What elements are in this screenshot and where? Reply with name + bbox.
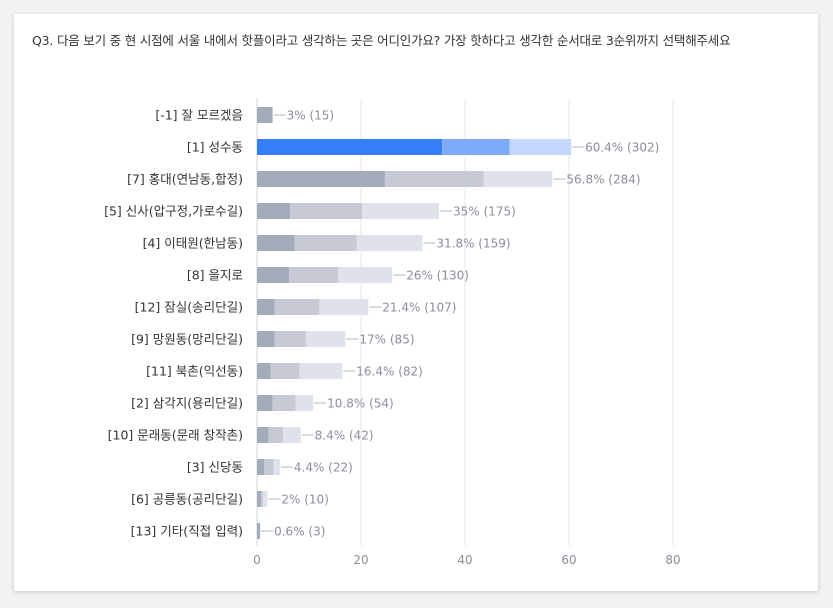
bar-segment-rank-2 [294, 235, 357, 251]
bar-segment-rank-2 [261, 491, 264, 507]
bar-segment-rank-3 [263, 491, 268, 507]
bar-segment-rank-3 [483, 171, 553, 187]
bar-segment-rank-2 [442, 139, 510, 155]
bar-segment-rank-1 [257, 267, 290, 283]
bar-segment-rank-1 [257, 363, 271, 379]
bar-segment-rank-2 [290, 203, 363, 219]
bar-segment-rank-1 [257, 235, 295, 251]
value-label: 3% (15) [287, 109, 334, 123]
bar-segment-rank-1 [257, 171, 385, 187]
bar-segment-rank-3 [299, 363, 343, 379]
bar-segment-rank-1 [257, 299, 275, 315]
category-label: [8] 을지로 [187, 268, 243, 283]
value-label: 26% (130) [406, 269, 469, 283]
category-label: [2] 삼각지(용리단길) [131, 396, 243, 411]
category-label: [5] 신사(압구정,가로수길) [104, 204, 243, 219]
value-label: 56.8% (284) [566, 173, 640, 187]
question-title: Q3. 다음 보기 중 현 시점에 서울 내에서 핫플이라고 생각하는 곳은 어… [32, 33, 731, 48]
category-label: [10] 문래동(문래 창작촌) [108, 428, 243, 443]
bar-segment-rank-3 [305, 331, 346, 347]
category-label: [11] 북촌(익선동) [146, 364, 243, 379]
chart-card: Q3. 다음 보기 중 현 시점에 서울 내에서 핫플이라고 생각하는 곳은 어… [14, 14, 818, 591]
bar-segment-rank-3 [356, 235, 423, 251]
category-label: [1] 성수동 [187, 140, 243, 155]
x-tick-label: 80 [665, 553, 680, 567]
bar-segment-rank-3 [273, 459, 280, 475]
bar-segment-rank-1 [257, 491, 262, 507]
bar-segment-rank-1 [257, 395, 273, 411]
x-tick-label: 20 [353, 553, 368, 567]
x-tick-label: 60 [561, 553, 576, 567]
value-label: 8.4% (42) [315, 429, 374, 443]
bar-segment-rank-3 [338, 267, 393, 283]
bar-segment-rank-2 [268, 427, 283, 443]
value-label: 2% (10) [281, 493, 328, 507]
bar-segment-rank-1 [257, 203, 291, 219]
x-tick-label: 40 [457, 553, 472, 567]
bar-segment-rank-2 [274, 331, 306, 347]
value-label: 21.4% (107) [382, 301, 456, 315]
bar-segment-rank-2 [272, 395, 296, 411]
bar-segment-rank-3 [362, 203, 439, 219]
value-label: 10.8% (54) [327, 397, 394, 411]
value-label: 35% (175) [453, 205, 516, 219]
category-label: [7] 홍대(연남동,합정) [127, 172, 243, 187]
bar-segment-rank-2 [270, 363, 300, 379]
bar-segment-rank-1 [257, 459, 265, 475]
value-label: 31.8% (159) [436, 237, 510, 251]
bar-segment-rank-1 [257, 427, 269, 443]
bar-segment-rank-3 [283, 427, 301, 443]
bar-segment-rank-3 [319, 299, 369, 315]
bar-segment-rank-1 [257, 331, 275, 347]
stacked-bar-chart: 0 20 40 60 80 [-1] 잘 모르겠음 3% (15) [1] 성수동 60.4% … [104, 98, 681, 567]
bar-segment-rank-2 [384, 171, 484, 187]
category-label: [12] 잠실(송리단길) [135, 300, 243, 315]
value-label: 16.4% (82) [356, 365, 423, 379]
value-label: 0.6% (3) [274, 525, 325, 539]
category-label: [13] 기타(직접 입력) [131, 524, 243, 539]
bar-segment-rank-1 [257, 139, 443, 155]
bar-segment-rank-1 [257, 107, 273, 123]
bar-segment-rank-3 [295, 395, 314, 411]
value-label: 60.4% (302) [585, 141, 659, 155]
category-label: [3] 신당동 [187, 460, 243, 475]
category-label: [-1] 잘 모르겠음 [155, 108, 243, 123]
bar-segment-rank-3 [509, 139, 572, 155]
bar-segment-rank-2 [289, 267, 339, 283]
category-label: [6] 공릉동(공리단길) [131, 492, 243, 507]
category-label: [9] 망원동(망리단길) [131, 332, 243, 347]
x-tick-label: 0 [253, 553, 261, 567]
category-label: [4] 이태원(한남동) [143, 236, 243, 251]
bar-segment-rank-1 [257, 523, 261, 539]
value-label: 17% (85) [359, 333, 414, 347]
bar-segment-rank-2 [264, 459, 274, 475]
bar-segment-rank-2 [274, 299, 320, 315]
value-label: 4.4% (22) [294, 461, 353, 475]
